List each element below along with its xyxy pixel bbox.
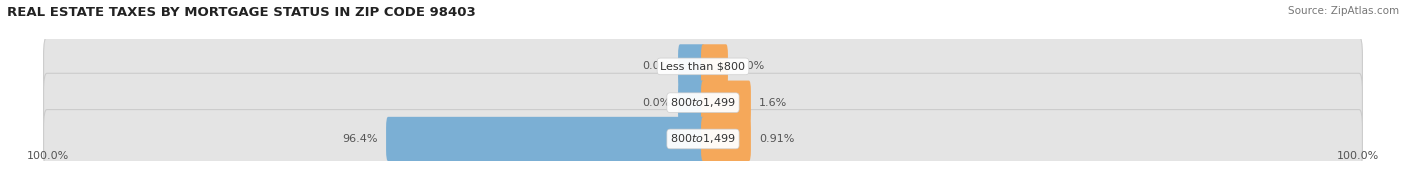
Text: Source: ZipAtlas.com: Source: ZipAtlas.com	[1288, 6, 1399, 16]
Text: 100.0%: 100.0%	[27, 151, 69, 161]
FancyBboxPatch shape	[678, 44, 704, 89]
Text: $800 to $1,499: $800 to $1,499	[671, 132, 735, 145]
Text: 0.91%: 0.91%	[759, 134, 794, 144]
Text: 0.0%: 0.0%	[735, 61, 763, 71]
FancyBboxPatch shape	[44, 37, 1362, 96]
FancyBboxPatch shape	[702, 117, 751, 161]
Text: REAL ESTATE TAXES BY MORTGAGE STATUS IN ZIP CODE 98403: REAL ESTATE TAXES BY MORTGAGE STATUS IN …	[7, 6, 475, 19]
Text: 0.0%: 0.0%	[643, 61, 671, 71]
FancyBboxPatch shape	[702, 81, 751, 125]
Text: 96.4%: 96.4%	[343, 134, 378, 144]
FancyBboxPatch shape	[44, 73, 1362, 132]
Text: 0.0%: 0.0%	[643, 98, 671, 108]
FancyBboxPatch shape	[678, 81, 704, 125]
FancyBboxPatch shape	[387, 117, 704, 161]
Text: Less than $800: Less than $800	[661, 61, 745, 71]
FancyBboxPatch shape	[702, 44, 728, 89]
FancyBboxPatch shape	[44, 110, 1362, 168]
Text: 100.0%: 100.0%	[1337, 151, 1379, 161]
Text: 1.6%: 1.6%	[759, 98, 787, 108]
Text: $800 to $1,499: $800 to $1,499	[671, 96, 735, 109]
